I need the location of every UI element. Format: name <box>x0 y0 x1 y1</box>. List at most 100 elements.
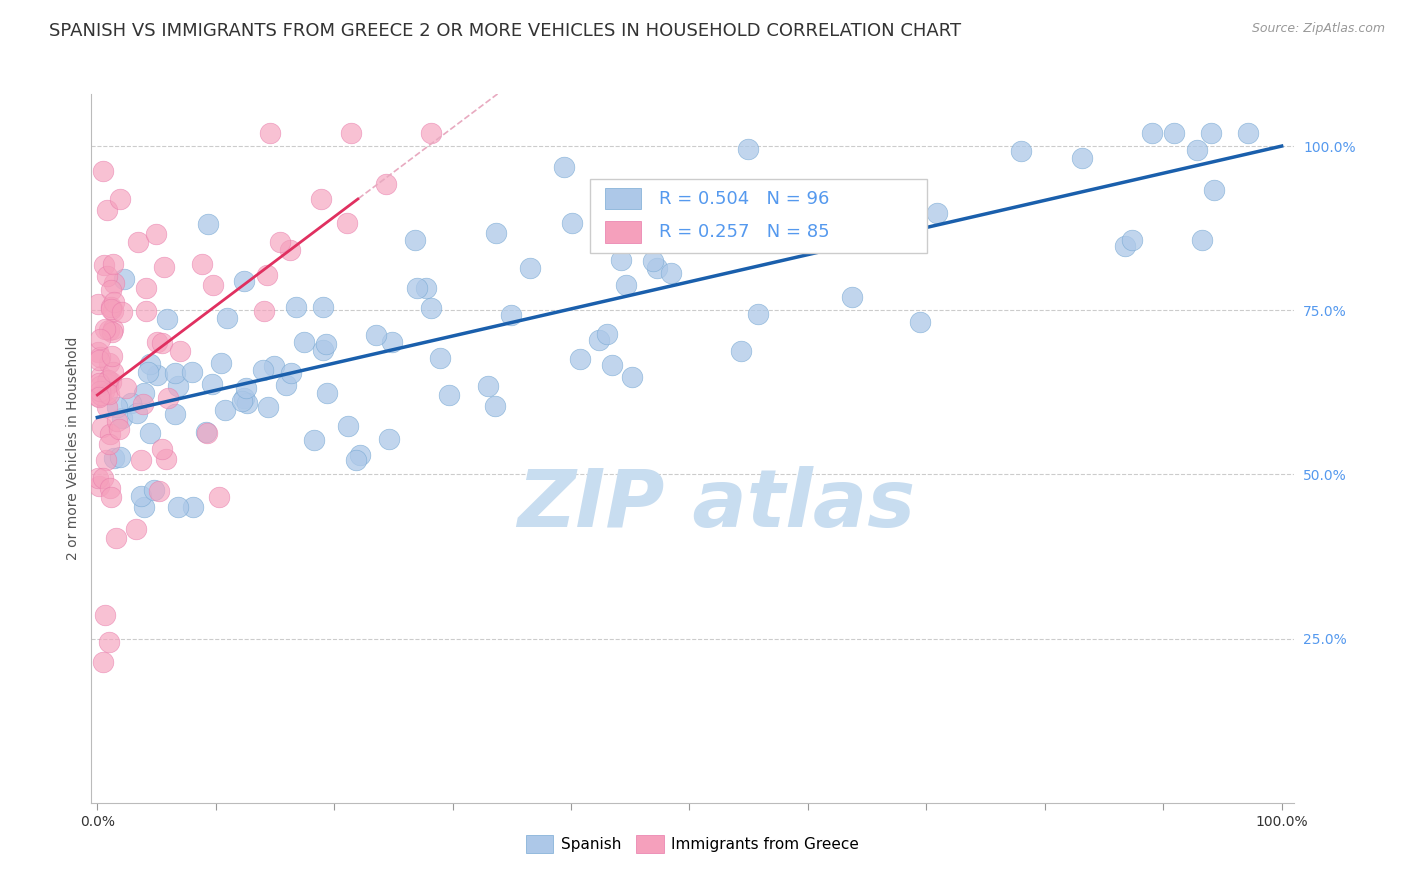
Point <box>519 261 541 276</box>
FancyBboxPatch shape <box>605 221 641 243</box>
Point <box>101 304 124 318</box>
Point <box>153 260 176 275</box>
Point <box>87 390 110 404</box>
Point <box>87 479 110 493</box>
Point <box>209 356 232 370</box>
Point <box>236 396 259 410</box>
Point <box>89 384 111 398</box>
Point <box>280 243 302 257</box>
Point <box>91 164 114 178</box>
Point <box>561 216 583 230</box>
Point <box>96 202 118 217</box>
Point <box>91 420 114 434</box>
Point <box>259 126 281 140</box>
Point <box>96 269 118 284</box>
Point <box>689 223 711 237</box>
Point <box>602 359 624 373</box>
Point <box>135 304 157 318</box>
Point <box>501 308 523 322</box>
Point <box>139 357 162 371</box>
Point <box>103 451 125 466</box>
Point <box>252 363 274 377</box>
Point <box>91 655 114 669</box>
Point <box>100 300 122 314</box>
Point <box>155 451 177 466</box>
Point <box>616 278 638 293</box>
Point <box>439 388 461 402</box>
Point <box>1010 144 1032 158</box>
Text: SPANISH VS IMMIGRANTS FROM GREECE 2 OR MORE VEHICLES IN HOUSEHOLD CORRELATION CH: SPANISH VS IMMIGRANTS FROM GREECE 2 OR M… <box>49 22 962 40</box>
Text: Source: ZipAtlas.com: Source: ZipAtlas.com <box>1251 22 1385 36</box>
Point <box>108 450 131 464</box>
Point <box>101 325 124 339</box>
Point <box>217 310 239 325</box>
Point <box>150 442 173 456</box>
Point <box>145 227 167 241</box>
Point <box>197 217 219 231</box>
Point <box>312 301 335 315</box>
Point <box>120 396 142 410</box>
Point <box>195 425 218 439</box>
Point <box>908 315 931 329</box>
Point <box>737 142 759 156</box>
Point <box>94 452 117 467</box>
Point <box>98 427 121 442</box>
Point <box>146 334 169 349</box>
Point <box>180 365 202 379</box>
Point <box>89 350 111 364</box>
Point <box>139 425 162 440</box>
Point <box>374 177 396 191</box>
Point <box>195 426 218 441</box>
Point <box>285 300 308 314</box>
Point <box>381 335 404 350</box>
Point <box>1163 126 1185 140</box>
Point <box>588 333 610 347</box>
Point <box>191 257 214 271</box>
Point <box>100 491 122 505</box>
Point <box>129 489 152 503</box>
Point <box>263 359 285 373</box>
Point <box>105 414 128 428</box>
Point <box>1237 126 1260 140</box>
Point <box>315 336 337 351</box>
Point <box>90 368 112 383</box>
Point <box>125 522 148 536</box>
Point <box>415 280 437 294</box>
Point <box>312 343 335 357</box>
Text: ZIP atlas: ZIP atlas <box>517 466 915 544</box>
Point <box>553 160 575 174</box>
Point <box>349 448 371 462</box>
Point <box>163 366 186 380</box>
Point <box>596 327 619 342</box>
Point <box>150 336 173 351</box>
Point <box>101 321 124 335</box>
Point <box>730 344 752 359</box>
Point <box>103 276 125 290</box>
Point <box>132 397 155 411</box>
Point <box>166 500 188 515</box>
Point <box>568 351 591 366</box>
Point <box>235 381 257 395</box>
Point <box>87 297 110 311</box>
Point <box>233 274 256 288</box>
Point <box>1191 233 1213 247</box>
Point <box>108 192 131 206</box>
Point <box>98 481 121 495</box>
Point <box>131 452 153 467</box>
Point <box>269 235 291 249</box>
Point <box>274 377 297 392</box>
Point <box>143 483 166 497</box>
Point <box>101 257 124 271</box>
Legend: Spanish, Immigrants from Greece: Spanish, Immigrants from Greece <box>519 830 866 859</box>
Text: R = 0.504   N = 96: R = 0.504 N = 96 <box>659 190 830 208</box>
Point <box>378 433 401 447</box>
Point <box>166 378 188 392</box>
Point <box>107 422 129 436</box>
Point <box>292 334 315 349</box>
Point <box>302 433 325 447</box>
Point <box>148 483 170 498</box>
Point <box>231 393 253 408</box>
Point <box>870 202 893 217</box>
Point <box>101 365 124 379</box>
Point <box>97 373 120 387</box>
